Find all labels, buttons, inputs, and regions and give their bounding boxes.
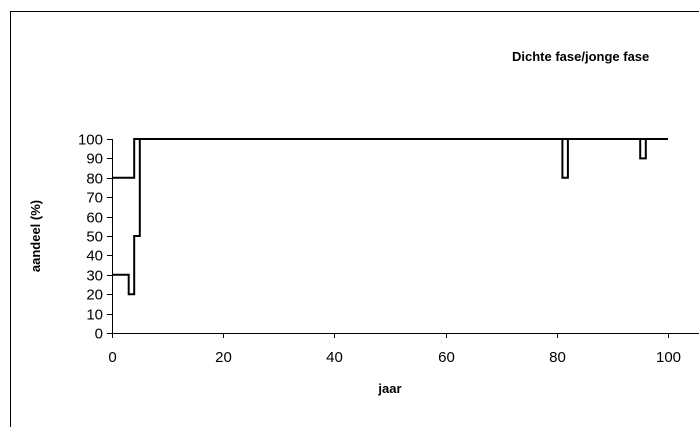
y-tick-label: 50: [86, 229, 103, 246]
x-tick-label: 80: [549, 349, 566, 366]
chart-border: [10, 11, 699, 427]
chart-title: Dichte fase/jonge fase: [512, 49, 649, 64]
x-tick-label: 100: [656, 349, 681, 366]
y-tick-group: 0 10 20 30 40 50 60 70 80 90 100: [78, 132, 112, 343]
y-tick-label: 0: [95, 326, 103, 343]
y-tick-label: 40: [86, 248, 103, 265]
x-tick-label: 20: [215, 349, 232, 366]
y-tick-label: 90: [86, 151, 103, 168]
y-tick-label: 10: [86, 307, 103, 324]
series-line-2: [112, 138, 668, 296]
x-tick-label: 40: [326, 349, 343, 366]
y-tick-label: 100: [78, 132, 103, 149]
y-tick-label: 70: [86, 190, 103, 207]
y-tick-label: 30: [86, 268, 103, 285]
y-tick-label: 80: [86, 171, 103, 188]
x-axis-label: jaar: [377, 381, 401, 396]
y-tick-label: 20: [86, 287, 103, 304]
plot-area: 0 10 20 30 40 50 60 70 80 90 100 0 20 40 60 80 100: [78, 132, 699, 366]
y-tick-label: 60: [86, 210, 103, 227]
y-axis-label: aandeel (%): [28, 200, 43, 272]
x-tick-group: 0 20 40 60 80 100: [108, 333, 681, 366]
series-group: [112, 138, 668, 296]
x-tick-label: 0: [108, 349, 116, 366]
x-tick-label: 60: [438, 349, 455, 366]
